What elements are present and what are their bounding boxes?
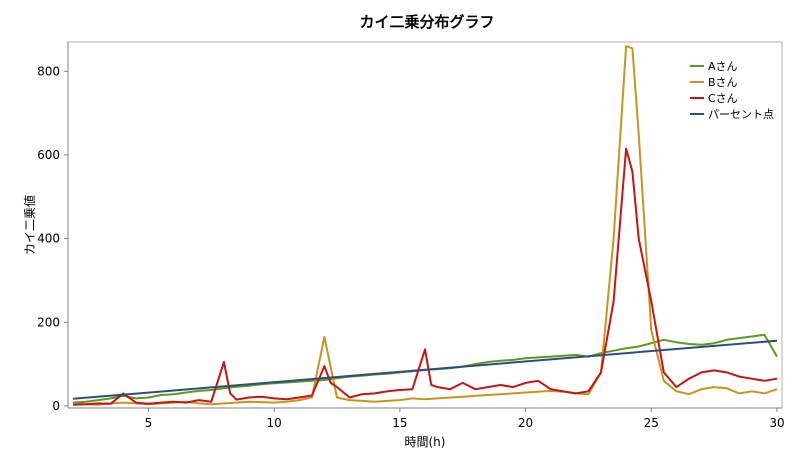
chart-title: カイ二乗分布グラフ xyxy=(359,13,494,31)
plot-area xyxy=(67,41,783,409)
y-axis-label: カイ二乗値 xyxy=(22,195,37,255)
series-line-3 xyxy=(72,339,778,400)
series-line-2 xyxy=(72,147,778,406)
y-tick-label: 200 xyxy=(37,315,60,329)
x-axis-ticks: 5 10 15 20 25 30 xyxy=(145,408,785,430)
legend-label-1: Bさん xyxy=(708,76,738,89)
series-layer xyxy=(72,45,778,406)
legend-label-2: Cさん xyxy=(708,92,738,105)
x-axis-label: 時間(h) xyxy=(405,435,446,449)
y-axis-ticks: 0 200 400 600 800 xyxy=(37,64,68,413)
legend-label-0: Aさん xyxy=(708,60,738,73)
x-tick-label: 15 xyxy=(392,416,407,430)
x-tick-label: 10 xyxy=(267,416,282,430)
x-tick-label: 20 xyxy=(518,416,533,430)
series-line-1 xyxy=(72,45,778,406)
x-tick-label: 5 xyxy=(145,416,153,430)
series-line-0 xyxy=(72,333,778,404)
y-tick-label: 800 xyxy=(37,64,60,78)
y-tick-label: 400 xyxy=(37,232,60,246)
x-tick-label: 30 xyxy=(769,416,784,430)
legend-label-3: パーセント点 xyxy=(708,108,774,121)
y-tick-label: 600 xyxy=(37,148,60,162)
y-tick-label: 0 xyxy=(52,399,60,413)
x-tick-label: 25 xyxy=(644,416,659,430)
